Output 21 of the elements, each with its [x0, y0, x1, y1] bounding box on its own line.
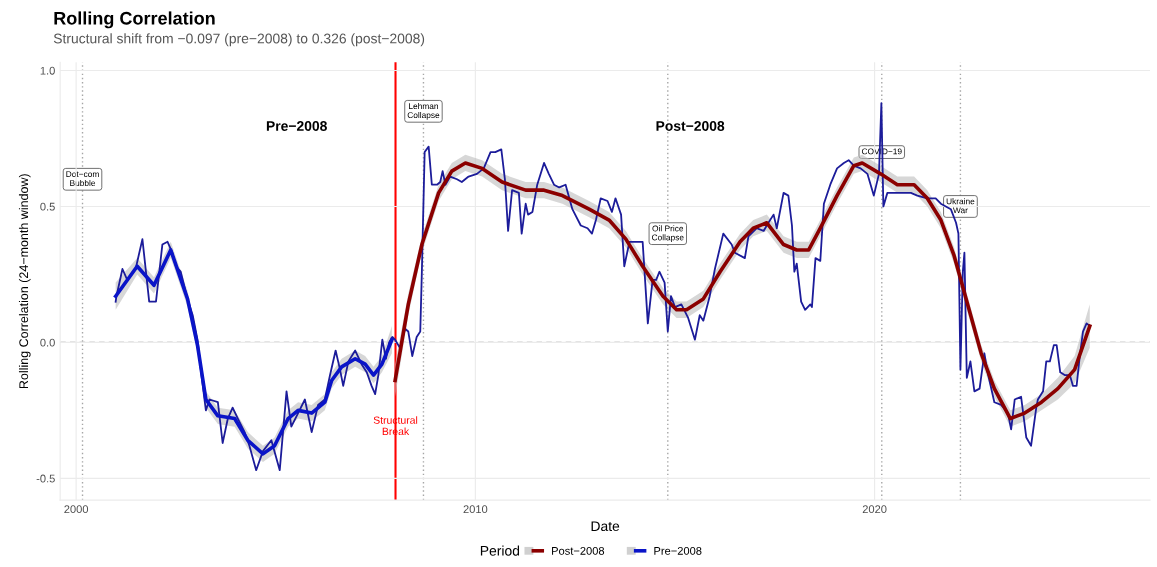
- y-tick-label: 0.5: [40, 202, 55, 211]
- line-series: [114, 102, 1091, 472]
- annotation: Pre−2008: [266, 121, 327, 131]
- x-tick-label: 2020: [862, 505, 887, 514]
- annotation: Lehman Collapse: [407, 102, 440, 120]
- legend-label: Post−2008: [552, 546, 605, 555]
- y-tick-label: 1.0: [40, 66, 55, 75]
- legend-label: Pre−2008: [654, 546, 702, 555]
- y-tick-label: -0.5: [36, 474, 55, 483]
- x-tick-label: 2000: [64, 505, 89, 514]
- annotation: Dot−com Bubble: [66, 171, 99, 186]
- chart-title: Rolling Correlation: [54, 11, 215, 29]
- annotation: Oil Price Collapse: [652, 225, 684, 243]
- x-axis-title: Date: [591, 521, 620, 532]
- y-axis-title: Rolling Correlation (24−month window): [18, 174, 31, 389]
- x-tick-label: 2010: [463, 505, 488, 514]
- annotation: Post−2008: [656, 121, 725, 131]
- legend-title: Period: [480, 545, 520, 556]
- y-tick-label: 0.0: [40, 338, 55, 347]
- annotation: Ukraine War: [946, 198, 975, 214]
- chart-subtitle: Structural shift from −0.097 (pre−2008) to 0.326 (post−2008): [53, 33, 425, 47]
